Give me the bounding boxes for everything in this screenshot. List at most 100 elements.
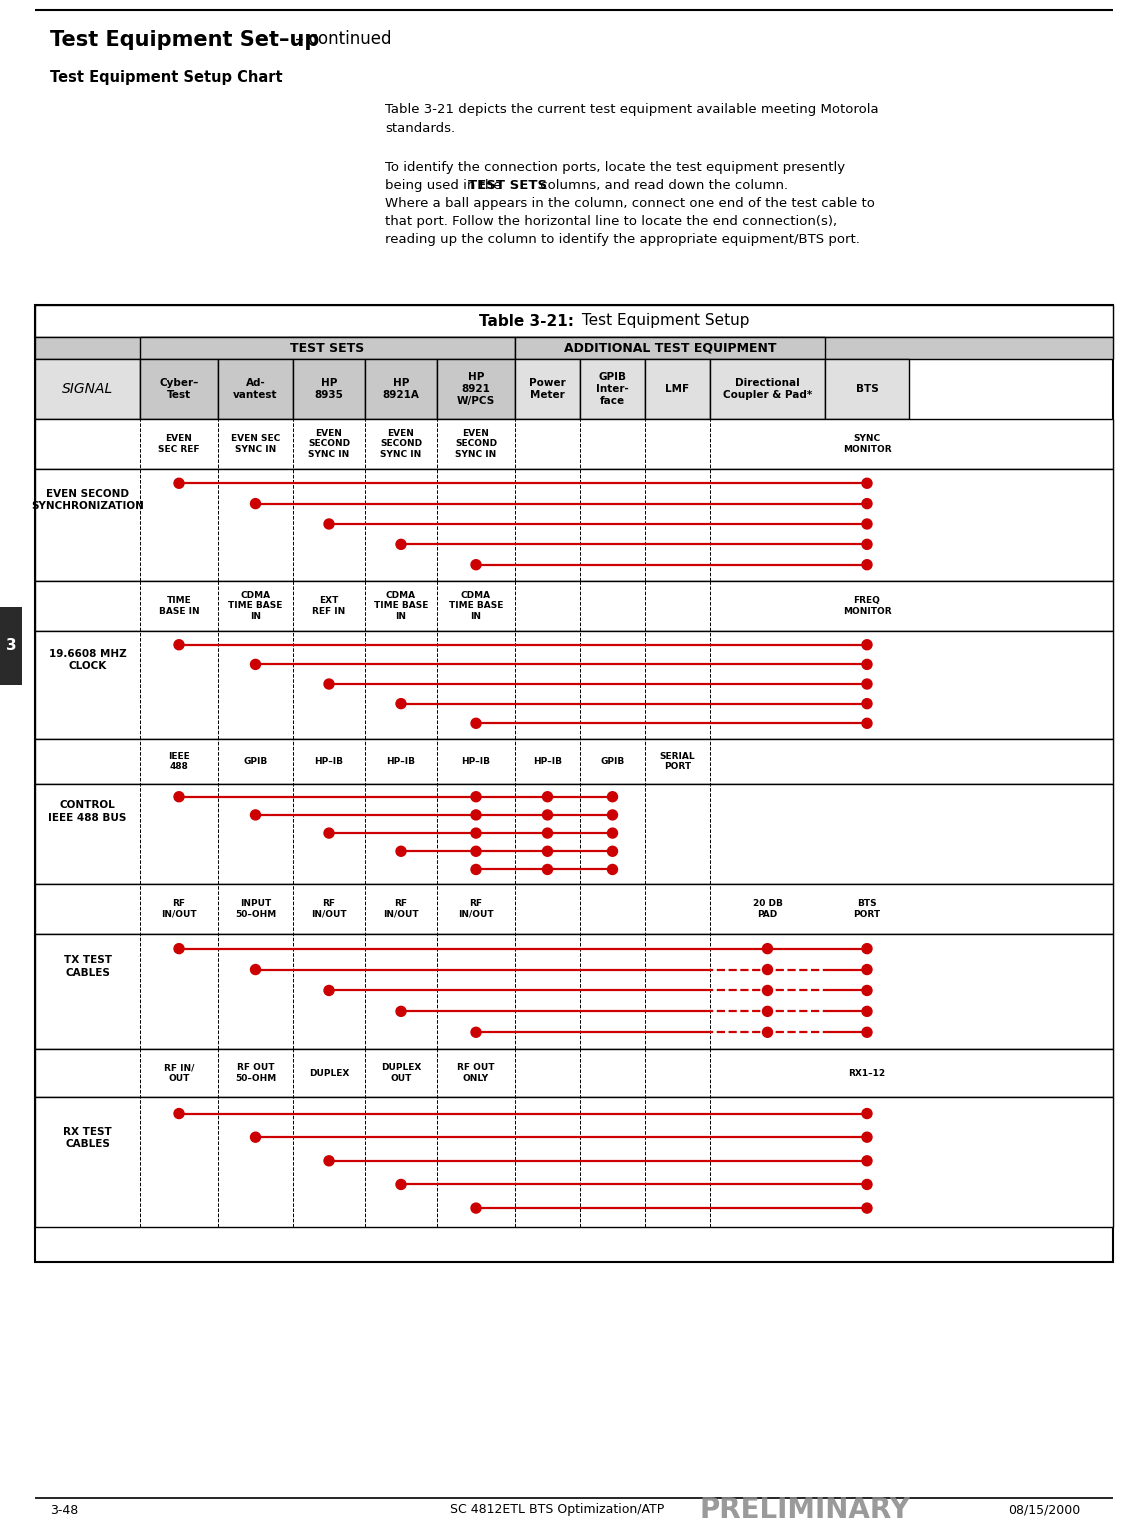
Bar xyxy=(34,359,140,419)
Bar xyxy=(515,337,825,359)
Circle shape xyxy=(471,559,481,570)
Circle shape xyxy=(471,810,481,819)
Text: CONTROL
IEEE 488 BUS: CONTROL IEEE 488 BUS xyxy=(48,801,126,822)
Circle shape xyxy=(250,964,261,975)
Circle shape xyxy=(862,718,872,728)
Circle shape xyxy=(396,847,406,856)
Text: 3-48: 3-48 xyxy=(51,1503,78,1517)
Bar xyxy=(34,337,1114,359)
Text: SERIAL
PORT: SERIAL PORT xyxy=(660,752,696,772)
Text: GPIB: GPIB xyxy=(243,758,267,765)
Text: RF OUT
50–OHM: RF OUT 50–OHM xyxy=(235,1063,277,1083)
Circle shape xyxy=(862,699,872,708)
Text: EVEN
SECOND
SYNC IN: EVEN SECOND SYNC IN xyxy=(308,430,350,459)
Circle shape xyxy=(862,1027,872,1038)
Bar xyxy=(34,305,1114,337)
Circle shape xyxy=(862,1180,872,1189)
Circle shape xyxy=(324,1157,334,1166)
Text: FREQ
MONITOR: FREQ MONITOR xyxy=(843,596,891,616)
Circle shape xyxy=(607,810,618,819)
Circle shape xyxy=(862,1157,872,1166)
Circle shape xyxy=(174,792,184,802)
Bar xyxy=(34,884,1114,933)
Text: HP–IB: HP–IB xyxy=(533,758,563,765)
Circle shape xyxy=(862,1203,872,1214)
Circle shape xyxy=(543,829,552,838)
Bar xyxy=(515,359,580,419)
Bar xyxy=(580,359,645,419)
Bar xyxy=(825,359,909,419)
Circle shape xyxy=(607,864,618,875)
Circle shape xyxy=(471,829,481,838)
Text: HP
8921
W/PCS: HP 8921 W/PCS xyxy=(457,373,495,407)
Bar xyxy=(218,359,293,419)
Circle shape xyxy=(396,1006,406,1016)
Text: INPUT
50–OHM: INPUT 50–OHM xyxy=(235,899,277,919)
Circle shape xyxy=(174,479,184,488)
Circle shape xyxy=(174,639,184,650)
Circle shape xyxy=(471,1027,481,1038)
Text: GPIB: GPIB xyxy=(600,758,625,765)
Circle shape xyxy=(250,1132,261,1143)
Circle shape xyxy=(543,847,552,856)
Text: EVEN SEC
SYNC IN: EVEN SEC SYNC IN xyxy=(231,434,280,454)
Circle shape xyxy=(324,986,334,995)
Text: To identify the connection ports, locate the test equipment presently: To identify the connection ports, locate… xyxy=(385,162,845,174)
Bar xyxy=(34,581,1114,631)
Circle shape xyxy=(607,829,618,838)
Circle shape xyxy=(250,499,261,508)
Text: Ad-
vantest: Ad- vantest xyxy=(233,377,278,400)
Text: TEST SETS: TEST SETS xyxy=(290,342,365,354)
Circle shape xyxy=(607,792,618,802)
Circle shape xyxy=(471,792,481,802)
Bar xyxy=(709,359,825,419)
Circle shape xyxy=(324,519,334,528)
Bar xyxy=(34,1096,1114,1227)
Text: Where a ball appears in the column, connect one end of the test cable to: Where a ball appears in the column, conn… xyxy=(385,197,875,209)
Circle shape xyxy=(174,944,184,953)
Bar xyxy=(0,607,22,685)
Text: being used in the: being used in the xyxy=(385,179,506,192)
Text: Table 3-21 depicts the current test equipment available meeting Motorola
standar: Table 3-21 depicts the current test equi… xyxy=(385,103,878,136)
Text: Test Equipment Setup Chart: Test Equipment Setup Chart xyxy=(51,69,282,85)
Text: GPIB
Inter-
face: GPIB Inter- face xyxy=(596,373,629,407)
Bar xyxy=(34,305,1114,1261)
Text: RX TEST
CABLES: RX TEST CABLES xyxy=(63,1127,111,1149)
Text: RF
IN/OUT: RF IN/OUT xyxy=(161,899,196,919)
Circle shape xyxy=(607,847,618,856)
Bar xyxy=(437,359,515,419)
Text: EVEN
SECOND
SYNC IN: EVEN SECOND SYNC IN xyxy=(380,430,422,459)
Text: BTS: BTS xyxy=(855,383,878,394)
Text: 19.6608 MHZ
CLOCK: 19.6608 MHZ CLOCK xyxy=(48,648,126,671)
Text: LMF: LMF xyxy=(666,383,690,394)
Circle shape xyxy=(324,829,334,838)
Bar xyxy=(34,631,1114,739)
Bar xyxy=(34,739,1114,784)
Circle shape xyxy=(762,964,773,975)
Bar xyxy=(34,1049,1114,1096)
Circle shape xyxy=(862,944,872,953)
Text: 20 DB
PAD: 20 DB PAD xyxy=(753,899,783,919)
Circle shape xyxy=(324,679,334,688)
Circle shape xyxy=(862,1132,872,1143)
Circle shape xyxy=(862,499,872,508)
Circle shape xyxy=(543,792,552,802)
Text: HP
8935: HP 8935 xyxy=(315,377,343,400)
Circle shape xyxy=(174,1109,184,1118)
Text: EVEN
SECOND
SYNC IN: EVEN SECOND SYNC IN xyxy=(455,430,497,459)
Text: CDMA
TIME BASE
IN: CDMA TIME BASE IN xyxy=(374,591,428,621)
Circle shape xyxy=(862,1006,872,1016)
Text: TIME
BASE IN: TIME BASE IN xyxy=(158,596,200,616)
Text: DUPLEX
OUT: DUPLEX OUT xyxy=(381,1063,421,1083)
Circle shape xyxy=(543,864,552,875)
Text: 3: 3 xyxy=(6,639,16,653)
Text: HP
8921A: HP 8921A xyxy=(382,377,419,400)
Circle shape xyxy=(471,847,481,856)
Text: EVEN
SEC REF: EVEN SEC REF xyxy=(158,434,200,454)
Text: Test Equipment Setup: Test Equipment Setup xyxy=(577,314,750,328)
Circle shape xyxy=(862,639,872,650)
Circle shape xyxy=(862,479,872,488)
Text: Power
Meter: Power Meter xyxy=(529,377,566,400)
Text: IEEE
488: IEEE 488 xyxy=(168,752,189,772)
Circle shape xyxy=(396,539,406,550)
